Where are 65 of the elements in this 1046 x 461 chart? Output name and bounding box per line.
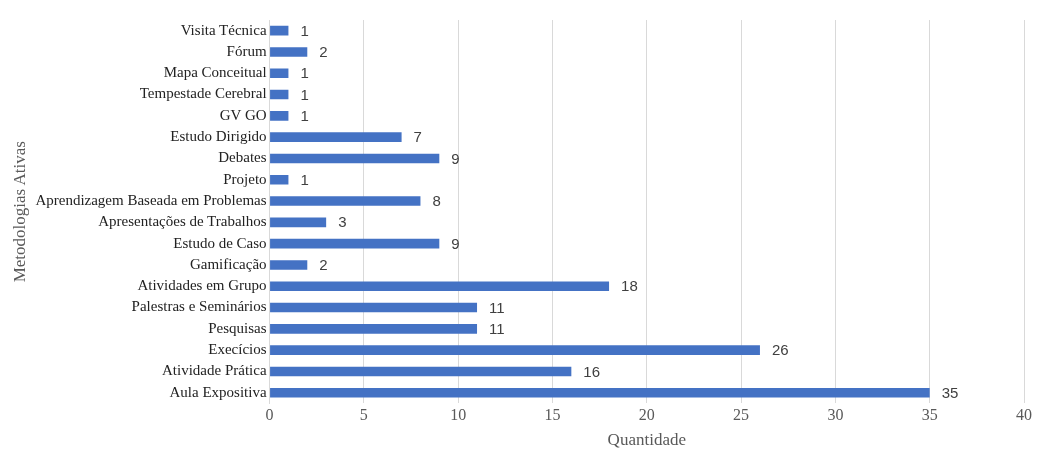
data-label: 1 [300,85,309,103]
bar [270,196,421,206]
data-label: 9 [451,234,460,252]
y-tick-label: Fórum [226,42,267,59]
bar [270,387,930,398]
x-tick-label: 30 [827,406,844,424]
y-tick-label: Mapa Conceitual [163,64,267,81]
data-label: 3 [338,213,347,231]
bar [270,281,610,292]
x-tick-label: 35 [921,406,938,424]
data-label: 11 [489,298,505,316]
x-tick-label: 5 [359,406,368,424]
y-tick-label: Apresentações de Trabalhos [98,213,267,230]
bar [270,174,289,185]
y-tick-label: Debates [218,149,267,166]
data-label: 16 [583,362,601,380]
y-tick-label: Pesquisas [208,319,267,336]
bar [270,25,289,36]
y-tick-label: Atividade Prática [162,362,267,379]
data-label: 11 [489,319,505,337]
y-tick-label: Tempestade Cerebral [139,85,267,102]
bar [270,153,440,164]
x-tick-label: 10 [450,406,467,424]
y-axis-title: Metodologias Ativas [9,141,29,283]
y-tick-label: Estudo Dirigido [170,128,267,145]
bar [270,89,289,100]
y-tick-label: GV GO [219,106,267,123]
x-tick-label: 25 [733,406,750,424]
bar [270,47,308,57]
data-label: 1 [300,170,309,188]
bar [270,217,327,228]
y-tick-label: Execícios [208,341,267,358]
data-label: 9 [451,149,460,167]
data-label: 35 [941,383,959,401]
x-tick-label: 15 [544,406,561,424]
data-label: 7 [413,128,422,146]
y-tick-label: Aprendizagem Baseada em Problemas [35,191,267,208]
y-tick-label: Visita Técnica [180,21,267,38]
data-label: 18 [621,277,638,295]
bar [270,366,572,377]
data-label: 1 [300,21,309,39]
x-tick-label: 40 [1016,406,1032,424]
data-label: 8 [432,192,441,210]
y-tick-label: Palestras e Seminários [131,298,267,315]
bar [270,111,289,121]
bar [270,260,308,270]
y-tick-label: Aula Expositiva [169,383,267,400]
data-label: 2 [319,43,328,61]
y-tick-label: Projeto [223,170,267,187]
y-tick-label: Gamificação [189,255,267,272]
x-axis-title: Quantidade [607,430,686,450]
bar [270,324,478,334]
y-tick-label: Estudo de Caso [173,234,267,251]
y-tick-label: Atividades em Grupo [137,277,267,294]
x-tick-label: 0 [265,406,274,424]
data-label: 26 [771,341,789,359]
data-label: 1 [300,64,309,82]
bar [270,302,478,313]
x-tick-label: 20 [638,406,655,424]
data-label: 2 [319,256,328,274]
bar [270,68,289,79]
bar [270,345,760,355]
data-label: 1 [300,106,309,124]
bar [270,132,402,142]
bar [270,238,440,249]
